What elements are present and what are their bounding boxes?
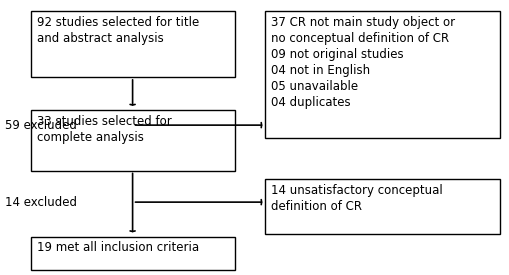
Text: 19 met all inclusion criteria: 19 met all inclusion criteria	[37, 241, 199, 254]
Text: 37 CR not main study object or
no conceptual definition of CR
09 not original st: 37 CR not main study object or no concep…	[271, 16, 455, 109]
Text: 14 unsatisfactory conceptual
definition of CR: 14 unsatisfactory conceptual definition …	[271, 184, 442, 213]
Text: 14 excluded: 14 excluded	[5, 196, 77, 209]
Bar	[31, 110, 234, 170]
Bar	[31, 11, 234, 77]
Bar	[265, 179, 499, 234]
Text: 59 excluded: 59 excluded	[5, 119, 77, 132]
Text: 33 studies selected for
complete analysis: 33 studies selected for complete analysi…	[37, 115, 171, 144]
Bar	[265, 11, 499, 138]
Bar	[31, 236, 234, 270]
Text: 92 studies selected for title
and abstract analysis: 92 studies selected for title and abstra…	[37, 16, 199, 45]
